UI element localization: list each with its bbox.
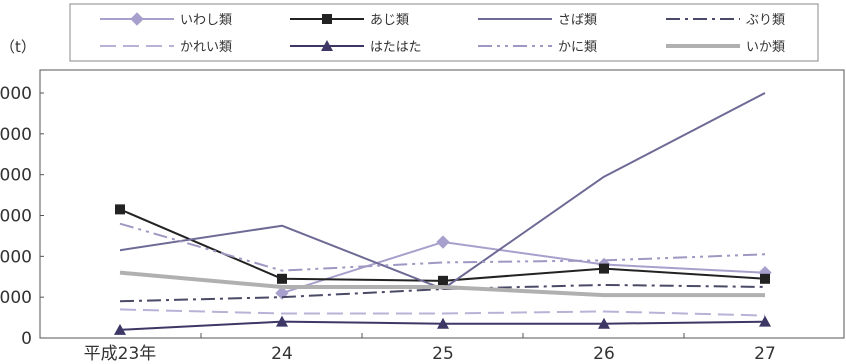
- legend-label: あじ類: [370, 13, 409, 28]
- data-point: [277, 273, 287, 284]
- data-point: [759, 315, 771, 327]
- series-はたはた: [114, 315, 771, 335]
- x-axis-ticks: 平成23年 24 25 26 27: [84, 333, 776, 364]
- legend-marker: [321, 40, 333, 51]
- legend-marker: [130, 12, 144, 26]
- x-tick-label: 27: [754, 344, 776, 364]
- legend-item: さば類: [478, 13, 597, 28]
- x-tick-label: 24: [271, 344, 293, 364]
- data-point: [436, 235, 450, 249]
- legend-item: いか類: [666, 40, 785, 55]
- series-lines: [114, 92, 772, 335]
- legend-label: かに類: [558, 40, 597, 55]
- series-いか類: [119, 270, 765, 298]
- y-axis-label: （t）: [0, 38, 36, 56]
- y-tick-label: 0: [21, 329, 32, 349]
- series-かれい類: [119, 308, 766, 317]
- series-line: [119, 283, 766, 303]
- legend-item: ぶり類: [666, 13, 785, 28]
- y-tick-label: 3,000: [0, 207, 32, 227]
- legend-box: [69, 3, 819, 62]
- legend-item: いわし類: [100, 12, 232, 28]
- legend-label: はたはた: [370, 40, 421, 55]
- y-tick-label: 2,000: [0, 247, 32, 267]
- data-point: [114, 323, 126, 335]
- y-tick-label: 1,000: [0, 288, 32, 308]
- legend-label: さば類: [558, 13, 597, 28]
- data-point: [276, 315, 288, 327]
- y-tick-label: 5,000: [0, 125, 32, 145]
- legend-item: あじ類: [290, 13, 409, 28]
- legend-label: いか類: [746, 40, 785, 55]
- x-tick-label: 25: [432, 344, 454, 364]
- series-さば類: [119, 92, 766, 290]
- series-line: [119, 222, 766, 272]
- plot-area: [39, 69, 845, 339]
- legend-marker: [322, 14, 332, 24]
- x-tick-label: 平成23年: [84, 344, 157, 364]
- data-point: [115, 204, 125, 215]
- series-line: [119, 308, 766, 317]
- legend-item: はたはた: [290, 40, 421, 55]
- legend-item: かに類: [478, 40, 597, 55]
- series-line: [119, 270, 765, 298]
- legend-item: かれい類: [100, 40, 232, 55]
- data-point: [437, 317, 449, 329]
- x-tick-label: 26: [593, 344, 615, 364]
- y-axis-ticks: 0 1,000 2,000 3,000 4,000 5,000 6,000: [0, 84, 44, 349]
- data-point: [598, 317, 610, 329]
- data-point: [760, 273, 770, 284]
- y-tick-label: 4,000: [0, 166, 32, 186]
- legend-label: いわし類: [180, 13, 232, 28]
- legend-label: ぶり類: [746, 13, 785, 28]
- series-かに類: [119, 222, 766, 272]
- series-line: [281, 241, 766, 295]
- y-tick-label: 6,000: [0, 84, 32, 104]
- legend-label: かれい類: [180, 40, 232, 55]
- series-ぶり類: [119, 283, 766, 303]
- data-point: [599, 263, 609, 274]
- data-point: [438, 275, 448, 286]
- series-line: [119, 92, 766, 290]
